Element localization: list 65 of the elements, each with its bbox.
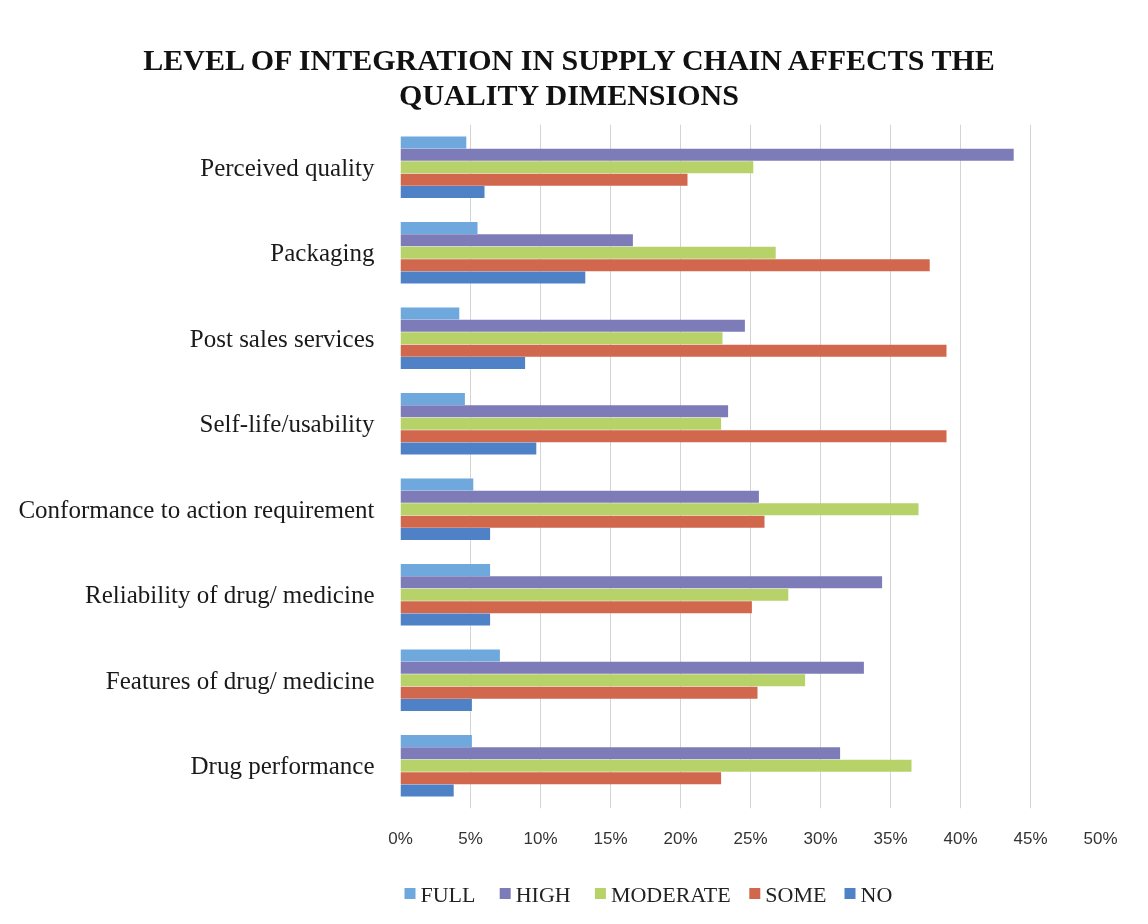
- x-tick-label: 40%: [943, 828, 978, 848]
- bar: [400, 662, 864, 675]
- x-tick-label: 35%: [873, 828, 908, 848]
- bar: [400, 576, 883, 589]
- bar: [400, 430, 947, 443]
- bar: [400, 173, 688, 186]
- bar: [400, 271, 586, 284]
- bar: [400, 613, 491, 626]
- bar: [400, 307, 460, 320]
- bar: [400, 320, 745, 333]
- bar: [400, 528, 491, 541]
- bar: [400, 588, 789, 601]
- bar: [400, 259, 930, 272]
- bar: [400, 136, 467, 149]
- bar: [400, 747, 841, 760]
- y-tick-label: Self-life/usability: [199, 410, 375, 438]
- bar: [400, 149, 1014, 162]
- bar: [400, 784, 454, 797]
- bar: [400, 442, 537, 455]
- y-tick-label: Drug performance: [190, 752, 375, 780]
- bar: [400, 503, 919, 516]
- chart-title: LEVEL OF INTEGRATION IN SUPPLY CHAIN AFFECTS THE QUALITY DIMENSIONS: [143, 42, 995, 113]
- x-tick-label: 20%: [663, 828, 698, 848]
- legend-label: FULL: [420, 882, 476, 908]
- bar: [400, 564, 491, 577]
- bar: [400, 357, 526, 370]
- x-tick-label: 0%: [388, 828, 413, 848]
- y-tick-label: Reliability of drug/ medicine: [84, 581, 375, 609]
- bar: [400, 332, 723, 345]
- legend-label: NO: [860, 882, 893, 908]
- bar: [400, 234, 633, 247]
- bar: [400, 759, 912, 772]
- y-tick-label: Post sales services: [189, 324, 375, 352]
- bar: [400, 735, 472, 748]
- y-tick-label: Features of drug/ medicine: [105, 666, 375, 694]
- bar: [400, 161, 754, 174]
- legend-label: SOME: [765, 882, 827, 908]
- bar: [400, 186, 485, 199]
- bar: [400, 674, 806, 687]
- y-tick-label: Packaging: [270, 239, 375, 267]
- x-tick-label: 10%: [523, 828, 558, 848]
- bar: [400, 417, 722, 430]
- bar: [400, 601, 752, 614]
- bar: [400, 699, 472, 712]
- y-tick-label: Perceived quality: [200, 153, 375, 181]
- x-tick-label: 25%: [733, 828, 768, 848]
- x-tick-label: 5%: [458, 828, 483, 848]
- bar: [400, 491, 759, 504]
- bar: [400, 515, 765, 528]
- bar: [400, 405, 729, 418]
- x-tick-label: 50%: [1083, 828, 1118, 848]
- bar: [400, 649, 500, 662]
- bar: [400, 393, 465, 406]
- bar: [400, 344, 947, 357]
- legend-label: HIGH: [515, 882, 571, 908]
- bar: [400, 686, 758, 699]
- x-tick-label: 15%: [593, 828, 628, 848]
- bar: [400, 222, 478, 235]
- bar: [400, 246, 776, 259]
- legend-label: MODERATE: [610, 882, 731, 908]
- bar: [400, 478, 474, 491]
- y-tick-label: Conformance to action requirement: [18, 495, 375, 523]
- x-tick-label: 30%: [803, 828, 838, 848]
- bar: [400, 772, 722, 785]
- x-tick-label: 45%: [1013, 828, 1048, 848]
